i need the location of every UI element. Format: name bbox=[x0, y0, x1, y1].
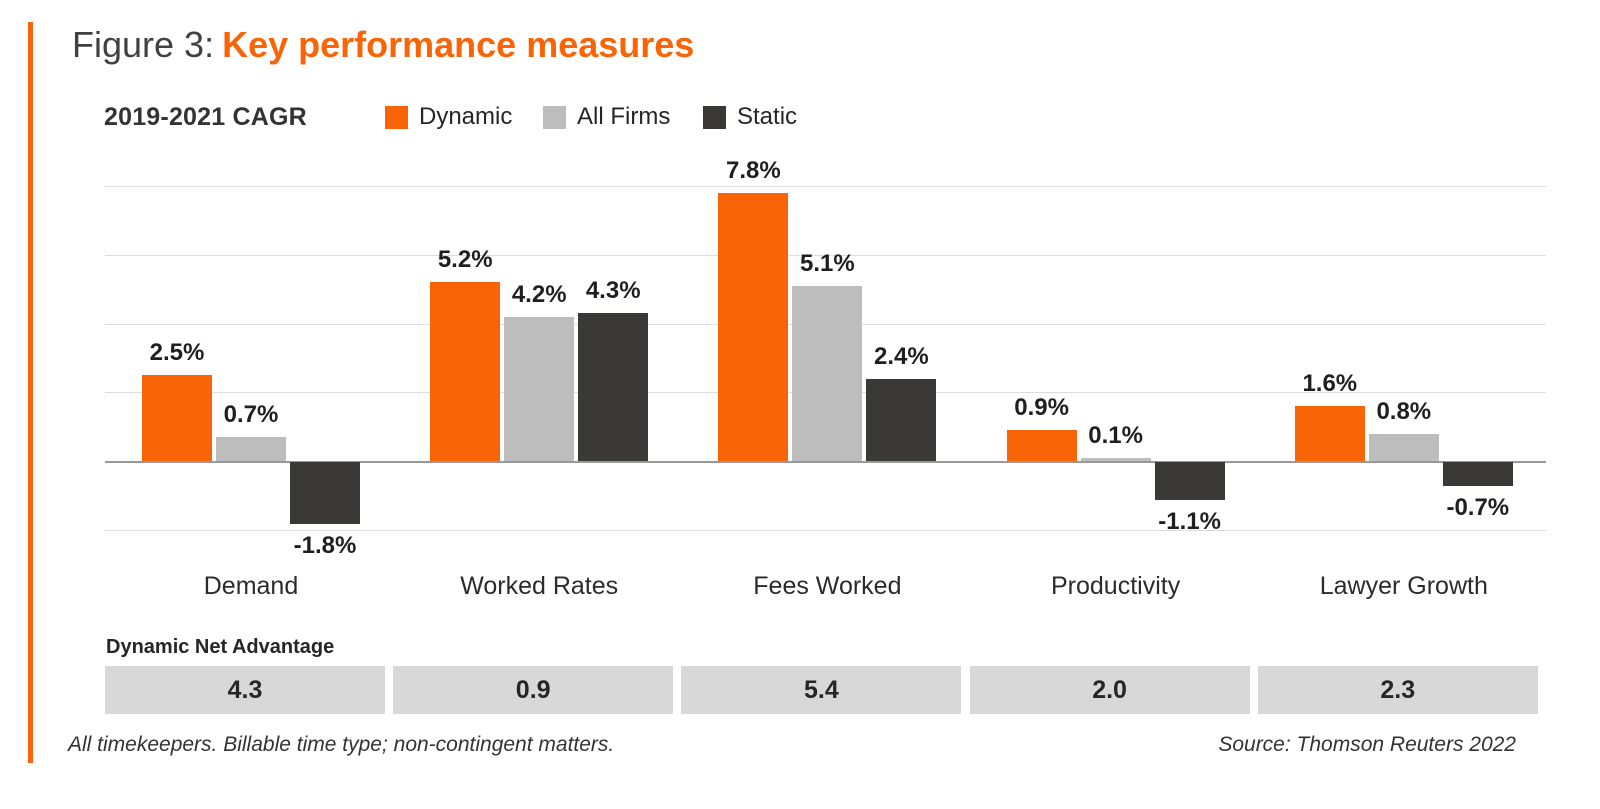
footnote: All timekeepers. Billable time type; non… bbox=[68, 733, 615, 756]
bar-static-lawyer-growth bbox=[1442, 462, 1513, 487]
chart-legend: 2019-2021 CAGR Dynamic All Firms Static bbox=[0, 103, 1600, 133]
bar-static-worked-rates bbox=[578, 313, 649, 462]
bar-value-label: -1.1% bbox=[1158, 508, 1221, 536]
gridline bbox=[105, 254, 1546, 256]
bar-all-firms-worked-rates bbox=[504, 316, 575, 462]
bar-value-label: 0.7% bbox=[223, 401, 279, 429]
net-advantage-value-box-fees-worked: 5.4 bbox=[681, 666, 962, 714]
figure-title: Figure 3: Key performance measures bbox=[72, 24, 694, 66]
bar-value-label: 1.6% bbox=[1302, 370, 1358, 398]
bar-value-label: 0.9% bbox=[1014, 394, 1069, 422]
bar-static-demand bbox=[290, 462, 360, 525]
bar-dynamic-worked-rates bbox=[430, 282, 501, 462]
bar-value-label: 4.2% bbox=[511, 280, 567, 308]
bar-static-fees-worked bbox=[866, 378, 937, 462]
bar-value-label: 0.8% bbox=[1376, 397, 1432, 425]
net-advantage-value-box-demand: 4.3 bbox=[105, 666, 385, 714]
category-label-demand: Demand bbox=[203, 572, 299, 600]
legend-item-all-firms: All Firms bbox=[543, 103, 670, 131]
gridline bbox=[105, 186, 1546, 187]
bar-value-label: 5.1% bbox=[800, 249, 855, 277]
bar-value-label: -1.8% bbox=[293, 532, 357, 560]
bar-dynamic-lawyer-growth bbox=[1294, 406, 1365, 462]
category-label-lawyer-growth: Lawyer Growth bbox=[1319, 572, 1488, 600]
category-label-worked-rates: Worked Rates bbox=[460, 572, 619, 600]
bar-all-firms-productivity bbox=[1080, 457, 1151, 462]
bar-dynamic-productivity bbox=[1006, 430, 1077, 462]
gridline bbox=[105, 530, 1546, 531]
category-label-fees-worked: Fees Worked bbox=[753, 572, 902, 600]
zero-axis-line bbox=[105, 461, 1546, 464]
bar-all-firms-demand bbox=[216, 437, 286, 462]
bar-value-label: 4.3% bbox=[585, 277, 641, 305]
bar-value-label: 5.2% bbox=[437, 246, 493, 274]
bar-chart-plot-area: 2.5% 0.7% -1.8% 5.2% 4.2% 4.3% 7.8% 5.1% 2.4% 0.9… bbox=[105, 157, 1546, 559]
bar-value-label: -0.7% bbox=[1446, 494, 1510, 522]
legend-label: Static bbox=[737, 103, 798, 130]
net-advantage-value-box-productivity: 2.0 bbox=[969, 666, 1250, 714]
legend-swatch-static bbox=[703, 105, 726, 129]
bar-dynamic-demand bbox=[142, 375, 212, 462]
legend-swatch-all-firms bbox=[543, 105, 566, 129]
bar-all-firms-lawyer-growth bbox=[1368, 433, 1439, 462]
bar-static-productivity bbox=[1154, 462, 1225, 501]
accent-stripe bbox=[28, 22, 33, 763]
measure-period-label: 2019-2021 CAGR bbox=[104, 103, 307, 131]
legend-label: Dynamic bbox=[419, 103, 513, 130]
net-advantage-label: Dynamic Net Advantage bbox=[106, 636, 335, 658]
category-label-productivity: Productivity bbox=[1050, 572, 1181, 600]
net-advantage-value-box-worked-rates: 0.9 bbox=[393, 666, 674, 714]
legend-item-dynamic: Dynamic bbox=[385, 103, 512, 131]
legend-swatch-dynamic bbox=[385, 105, 408, 129]
legend-label: All Firms bbox=[577, 103, 671, 130]
bar-dynamic-fees-worked bbox=[718, 192, 789, 462]
bar-value-label: 2.4% bbox=[874, 342, 929, 370]
figure-number: Figure 3: bbox=[72, 24, 215, 65]
bar-value-label: 2.5% bbox=[149, 339, 205, 367]
net-advantage-value-box-lawyer-growth: 2.3 bbox=[1257, 666, 1538, 714]
figure-name: Key performance measures bbox=[222, 24, 695, 65]
bar-value-label: 0.1% bbox=[1088, 421, 1143, 449]
bar-all-firms-fees-worked bbox=[792, 285, 863, 462]
legend-item-static: Static bbox=[703, 103, 797, 131]
bar-value-label: 7.8% bbox=[726, 156, 781, 184]
source-credit: Source: Thomson Reuters 2022 bbox=[1218, 733, 1516, 756]
